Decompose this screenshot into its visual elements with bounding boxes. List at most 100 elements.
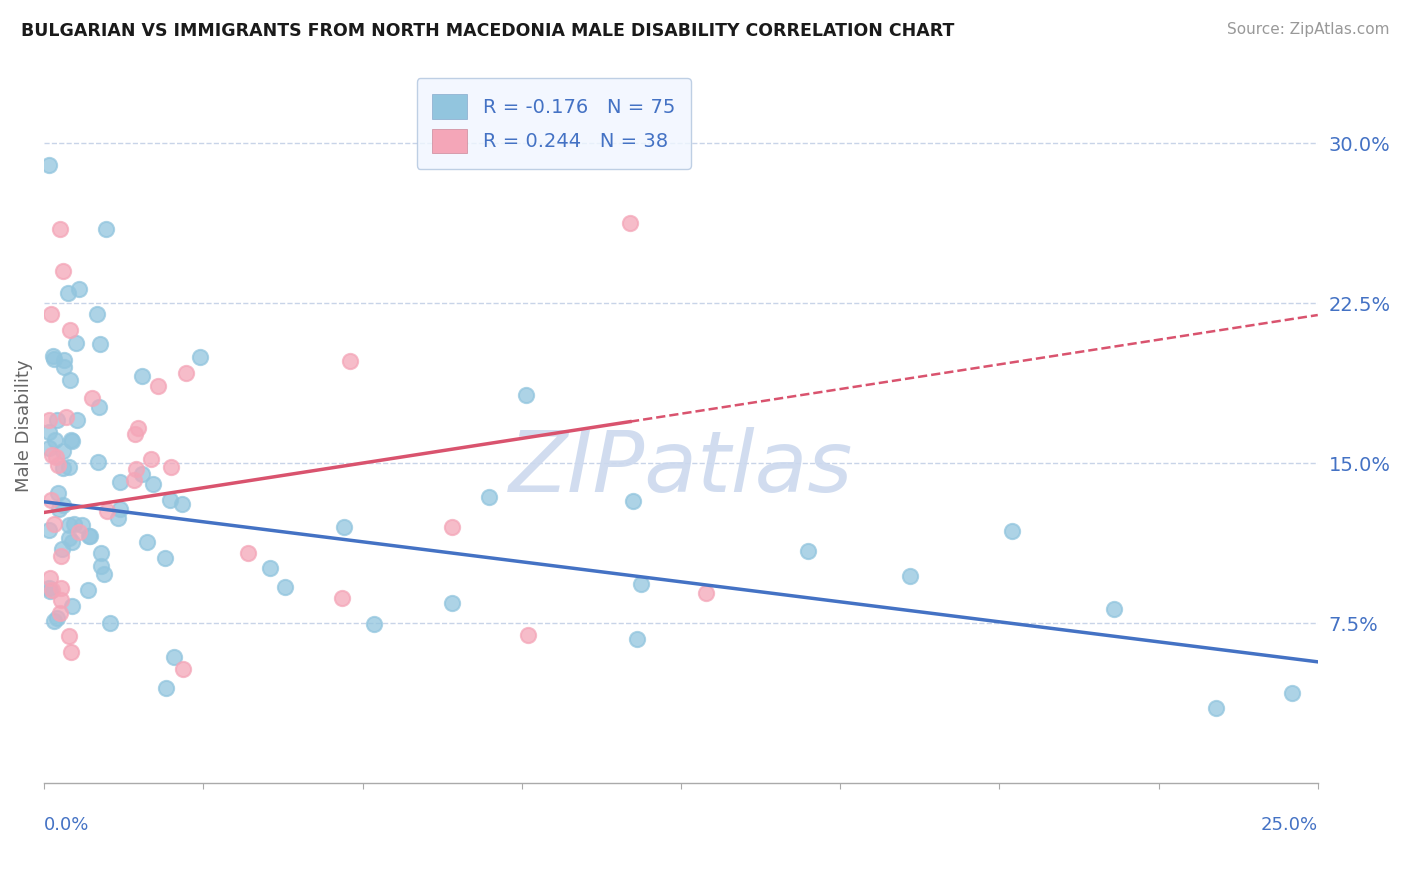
- Point: [87, 455, 110, 469]
- Point: [77, 529, 100, 543]
- Point: [45, 611, 67, 625]
- Point: [87, 401, 110, 415]
- Text: 0.0%: 0.0%: [44, 815, 90, 834]
- Point: [39, 584, 62, 599]
- Point: [76, 583, 98, 598]
- Point: [38, 523, 60, 537]
- Point: [108, 502, 131, 516]
- Point: [1281, 686, 1303, 700]
- Point: [42, 349, 65, 363]
- Point: [38, 425, 60, 439]
- Point: [1102, 602, 1125, 616]
- Point: [131, 467, 153, 482]
- Point: [38, 441, 60, 455]
- Point: [236, 546, 259, 560]
- Point: [89, 336, 111, 351]
- Point: [90, 546, 112, 560]
- Point: [188, 350, 211, 364]
- Point: [1001, 524, 1024, 538]
- Point: [52, 498, 75, 512]
- Point: [56, 285, 79, 300]
- Point: [46, 458, 69, 472]
- Point: [172, 662, 194, 676]
- Point: [155, 551, 177, 566]
- Point: [49, 221, 72, 235]
- Point: [38, 581, 60, 595]
- Point: [58, 531, 80, 545]
- Point: [38, 413, 60, 427]
- Point: [174, 367, 197, 381]
- Point: [52, 444, 75, 458]
- Point: [52, 264, 75, 278]
- Point: [108, 475, 131, 490]
- Point: [135, 535, 157, 549]
- Point: [139, 451, 162, 466]
- Point: [79, 529, 101, 543]
- Point: [332, 520, 354, 534]
- Point: [52, 353, 75, 368]
- Point: [125, 462, 148, 476]
- Point: [59, 433, 82, 447]
- Point: [67, 282, 90, 296]
- Point: [695, 586, 717, 600]
- Point: [53, 360, 76, 375]
- Point: [39, 307, 62, 321]
- Point: [170, 497, 193, 511]
- Point: [90, 558, 112, 573]
- Point: [162, 649, 184, 664]
- Point: [1205, 701, 1227, 715]
- Point: [59, 323, 82, 337]
- Text: Source: ZipAtlas.com: Source: ZipAtlas.com: [1226, 22, 1389, 37]
- Point: [52, 461, 75, 475]
- Point: [58, 629, 80, 643]
- Point: [51, 549, 73, 563]
- Point: [63, 517, 86, 532]
- Point: [39, 493, 62, 508]
- Point: [626, 632, 648, 646]
- Point: [124, 427, 146, 442]
- Point: [46, 486, 69, 500]
- Point: [621, 493, 644, 508]
- Point: [38, 157, 60, 171]
- Text: ZIPatlas: ZIPatlas: [509, 427, 853, 510]
- Point: [60, 434, 83, 448]
- Point: [339, 354, 361, 368]
- Point: [58, 518, 80, 533]
- Point: [55, 409, 77, 424]
- Point: [86, 307, 108, 321]
- Point: [330, 591, 353, 605]
- Point: [363, 617, 385, 632]
- Point: [898, 569, 921, 583]
- Point: [42, 615, 65, 629]
- Y-axis label: Male Disability: Male Disability: [15, 359, 32, 492]
- Point: [59, 374, 82, 388]
- Point: [49, 581, 72, 595]
- Text: BULGARIAN VS IMMIGRANTS FROM NORTH MACEDONIA MALE DISABILITY CORRELATION CHART: BULGARIAN VS IMMIGRANTS FROM NORTH MACED…: [21, 22, 955, 40]
- Point: [44, 434, 66, 448]
- Point: [274, 580, 297, 594]
- Text: 25.0%: 25.0%: [1261, 815, 1317, 834]
- Point: [41, 448, 63, 462]
- Point: [70, 518, 93, 533]
- Point: [259, 560, 281, 574]
- Point: [630, 577, 652, 591]
- Point: [440, 596, 463, 610]
- Point: [46, 413, 69, 427]
- Point: [100, 616, 122, 631]
- Point: [96, 504, 118, 518]
- Point: [146, 378, 169, 392]
- Point: [93, 566, 115, 581]
- Point: [49, 593, 72, 607]
- Point: [160, 459, 183, 474]
- Point: [619, 216, 641, 230]
- Point: [51, 542, 73, 557]
- Point: [517, 627, 540, 641]
- Point: [155, 681, 177, 695]
- Point: [39, 571, 62, 585]
- Point: [515, 387, 537, 401]
- Point: [48, 502, 70, 516]
- Legend: R = -0.176   N = 75, R = 0.244   N = 38: R = -0.176 N = 75, R = 0.244 N = 38: [416, 78, 690, 169]
- Point: [48, 606, 70, 620]
- Point: [131, 368, 153, 383]
- Point: [94, 221, 117, 235]
